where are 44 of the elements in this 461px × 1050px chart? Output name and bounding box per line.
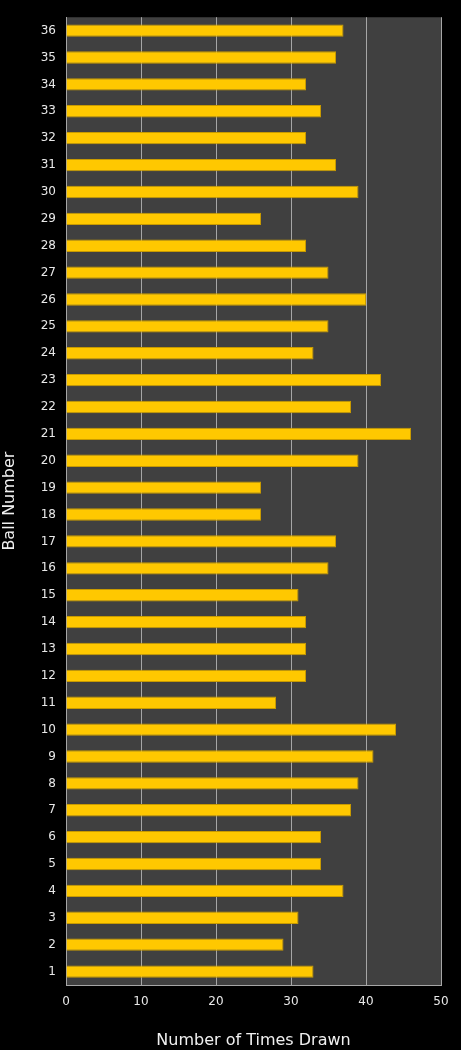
y-tick-label: 22: [40, 399, 56, 414]
y-tick-label: 19: [40, 479, 56, 494]
y-tick-label: 29: [40, 210, 56, 225]
y-tick-label: 12: [40, 667, 56, 682]
y-tick-label: 35: [40, 49, 56, 64]
y-tick-label: 33: [40, 103, 56, 118]
x-tick-label: 30: [283, 994, 299, 1009]
y-tick-label: 23: [40, 372, 56, 387]
y-tick-label: 21: [40, 426, 56, 441]
x-tick-label: 20: [208, 994, 224, 1009]
y-tick-label: 26: [40, 291, 56, 306]
y-tick-label: 4: [48, 883, 56, 898]
y-tick-label: 17: [40, 533, 56, 548]
y-tick-label: 32: [40, 130, 56, 145]
y-tick-label: 31: [40, 157, 56, 172]
y-tick-label: 2: [48, 936, 56, 951]
y-tick-label: 9: [48, 748, 56, 763]
y-tick-label: 3: [48, 909, 56, 924]
x-tick-label: 0: [62, 994, 70, 1009]
y-tick-label: 27: [40, 264, 56, 279]
y-tick-label: 24: [40, 345, 56, 360]
y-tick-label: 13: [40, 641, 56, 656]
y-tick-label: 28: [40, 237, 56, 252]
y-tick-label: 14: [40, 614, 56, 629]
y-tick-label: 18: [40, 506, 56, 521]
y-tick-label: 10: [40, 721, 56, 736]
y-tick-label: 5: [48, 856, 56, 871]
y-tick-label: 25: [40, 318, 56, 333]
y-tick-label: 6: [48, 829, 56, 844]
y-tick-label: 30: [40, 184, 56, 199]
y-tick-label: 8: [48, 775, 56, 790]
y-tick-label: 34: [40, 76, 56, 91]
y-tick-label: 16: [40, 560, 56, 575]
y-tick-label: 36: [40, 22, 56, 37]
x-tick-label: 50: [433, 994, 449, 1009]
y-tick-label: 7: [48, 802, 56, 817]
x-tick-label: 10: [133, 994, 149, 1009]
x-axis-title: Number of Times Drawn: [156, 1029, 351, 1049]
x-tick-label: 40: [358, 994, 374, 1009]
y-tick-label: 1: [48, 963, 56, 978]
y-tick-label: 15: [40, 587, 56, 602]
y-axis-title: Ball Number: [0, 451, 18, 551]
y-tick-label: 11: [40, 694, 56, 709]
y-tick-label: 20: [40, 452, 56, 467]
